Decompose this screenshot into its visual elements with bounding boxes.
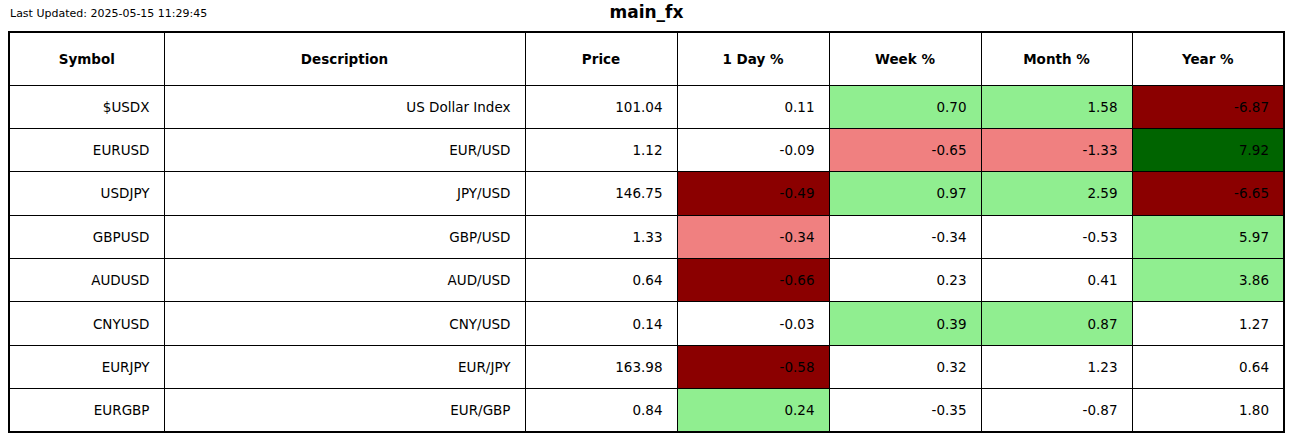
cell-month_pct: 0.87 (981, 302, 1132, 345)
cell-description: AUD/USD (164, 259, 525, 302)
cell-month_pct: 0.41 (981, 259, 1132, 302)
cell-month_pct: 1.58 (981, 85, 1132, 128)
cell-week_pct: -0.65 (829, 128, 981, 171)
cell-description: CNY/USD (164, 302, 525, 345)
cell-year_pct: -6.65 (1132, 172, 1284, 215)
cell-week_pct: -0.34 (829, 215, 981, 258)
cell-year_pct: 7.92 (1132, 128, 1284, 171)
table-row: CNYUSDCNY/USD0.14-0.030.390.871.27 (9, 302, 1284, 345)
cell-year_pct: 3.86 (1132, 259, 1284, 302)
column-header-description: Description (164, 32, 525, 85)
cell-year_pct: -6.87 (1132, 85, 1284, 128)
cell-symbol: CNYUSD (9, 302, 164, 345)
cell-description: US Dollar Index (164, 85, 525, 128)
cell-year_pct: 1.27 (1132, 302, 1284, 345)
cell-symbol: EURGBP (9, 389, 164, 432)
table-row: AUDUSDAUD/USD0.64-0.660.230.413.86 (9, 259, 1284, 302)
cell-year_pct: 5.97 (1132, 215, 1284, 258)
page-title: main_fx (8, 2, 1285, 22)
cell-price: 0.64 (525, 259, 677, 302)
cell-day_pct: 0.24 (677, 389, 829, 432)
table-header-row: SymbolDescriptionPrice1 Day %Week %Month… (9, 32, 1284, 85)
cell-price: 0.84 (525, 389, 677, 432)
cell-symbol: EURJPY (9, 345, 164, 388)
cell-price: 1.12 (525, 128, 677, 171)
cell-symbol: EURUSD (9, 128, 164, 171)
column-header-price: Price (525, 32, 677, 85)
column-header-day_pct: 1 Day % (677, 32, 829, 85)
fx-table: SymbolDescriptionPrice1 Day %Week %Month… (8, 31, 1285, 433)
cell-day_pct: -0.34 (677, 215, 829, 258)
cell-day_pct: -0.09 (677, 128, 829, 171)
cell-description: GBP/USD (164, 215, 525, 258)
cell-day_pct: -0.49 (677, 172, 829, 215)
cell-price: 0.14 (525, 302, 677, 345)
cell-price: 1.33 (525, 215, 677, 258)
cell-month_pct: -0.53 (981, 215, 1132, 258)
cell-month_pct: 2.59 (981, 172, 1132, 215)
table-row: $USDXUS Dollar Index101.040.110.701.58-6… (9, 85, 1284, 128)
cell-week_pct: 0.97 (829, 172, 981, 215)
table-row: EURUSDEUR/USD1.12-0.09-0.65-1.337.92 (9, 128, 1284, 171)
cell-week_pct: 0.23 (829, 259, 981, 302)
table-row: GBPUSDGBP/USD1.33-0.34-0.34-0.535.97 (9, 215, 1284, 258)
column-header-year_pct: Year % (1132, 32, 1284, 85)
cell-month_pct: -0.87 (981, 389, 1132, 432)
column-header-week_pct: Week % (829, 32, 981, 85)
cell-price: 101.04 (525, 85, 677, 128)
cell-week_pct: -0.35 (829, 389, 981, 432)
cell-week_pct: 0.70 (829, 85, 981, 128)
cell-symbol: USDJPY (9, 172, 164, 215)
fx-monitor-page: Last Updated: 2025-05-15 11:29:45 main_f… (0, 0, 1292, 437)
cell-description: EUR/USD (164, 128, 525, 171)
cell-month_pct: 1.23 (981, 345, 1132, 388)
table-row: EURGBPEUR/GBP0.840.24-0.35-0.871.80 (9, 389, 1284, 432)
cell-day_pct: -0.66 (677, 259, 829, 302)
cell-symbol: AUDUSD (9, 259, 164, 302)
cell-price: 146.75 (525, 172, 677, 215)
cell-week_pct: 0.39 (829, 302, 981, 345)
cell-price: 163.98 (525, 345, 677, 388)
cell-week_pct: 0.32 (829, 345, 981, 388)
cell-symbol: $USDX (9, 85, 164, 128)
cell-year_pct: 1.80 (1132, 389, 1284, 432)
table-row: EURJPYEUR/JPY163.98-0.580.321.230.64 (9, 345, 1284, 388)
column-header-month_pct: Month % (981, 32, 1132, 85)
cell-day_pct: 0.11 (677, 85, 829, 128)
cell-description: EUR/JPY (164, 345, 525, 388)
cell-year_pct: 0.64 (1132, 345, 1284, 388)
table-row: USDJPYJPY/USD146.75-0.490.972.59-6.65 (9, 172, 1284, 215)
cell-description: JPY/USD (164, 172, 525, 215)
cell-symbol: GBPUSD (9, 215, 164, 258)
table-body: $USDXUS Dollar Index101.040.110.701.58-6… (9, 85, 1284, 432)
cell-month_pct: -1.33 (981, 128, 1132, 171)
cell-day_pct: -0.03 (677, 302, 829, 345)
cell-day_pct: -0.58 (677, 345, 829, 388)
cell-description: EUR/GBP (164, 389, 525, 432)
column-header-symbol: Symbol (9, 32, 164, 85)
